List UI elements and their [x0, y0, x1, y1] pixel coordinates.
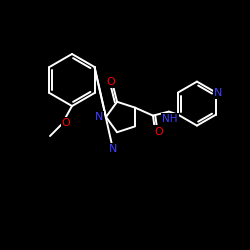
Text: O: O: [107, 77, 116, 87]
Text: N: N: [214, 88, 222, 98]
Text: N: N: [109, 144, 117, 154]
Text: NH: NH: [162, 114, 178, 124]
Text: N: N: [95, 112, 103, 122]
Text: O: O: [62, 118, 70, 128]
Text: O: O: [154, 126, 163, 136]
